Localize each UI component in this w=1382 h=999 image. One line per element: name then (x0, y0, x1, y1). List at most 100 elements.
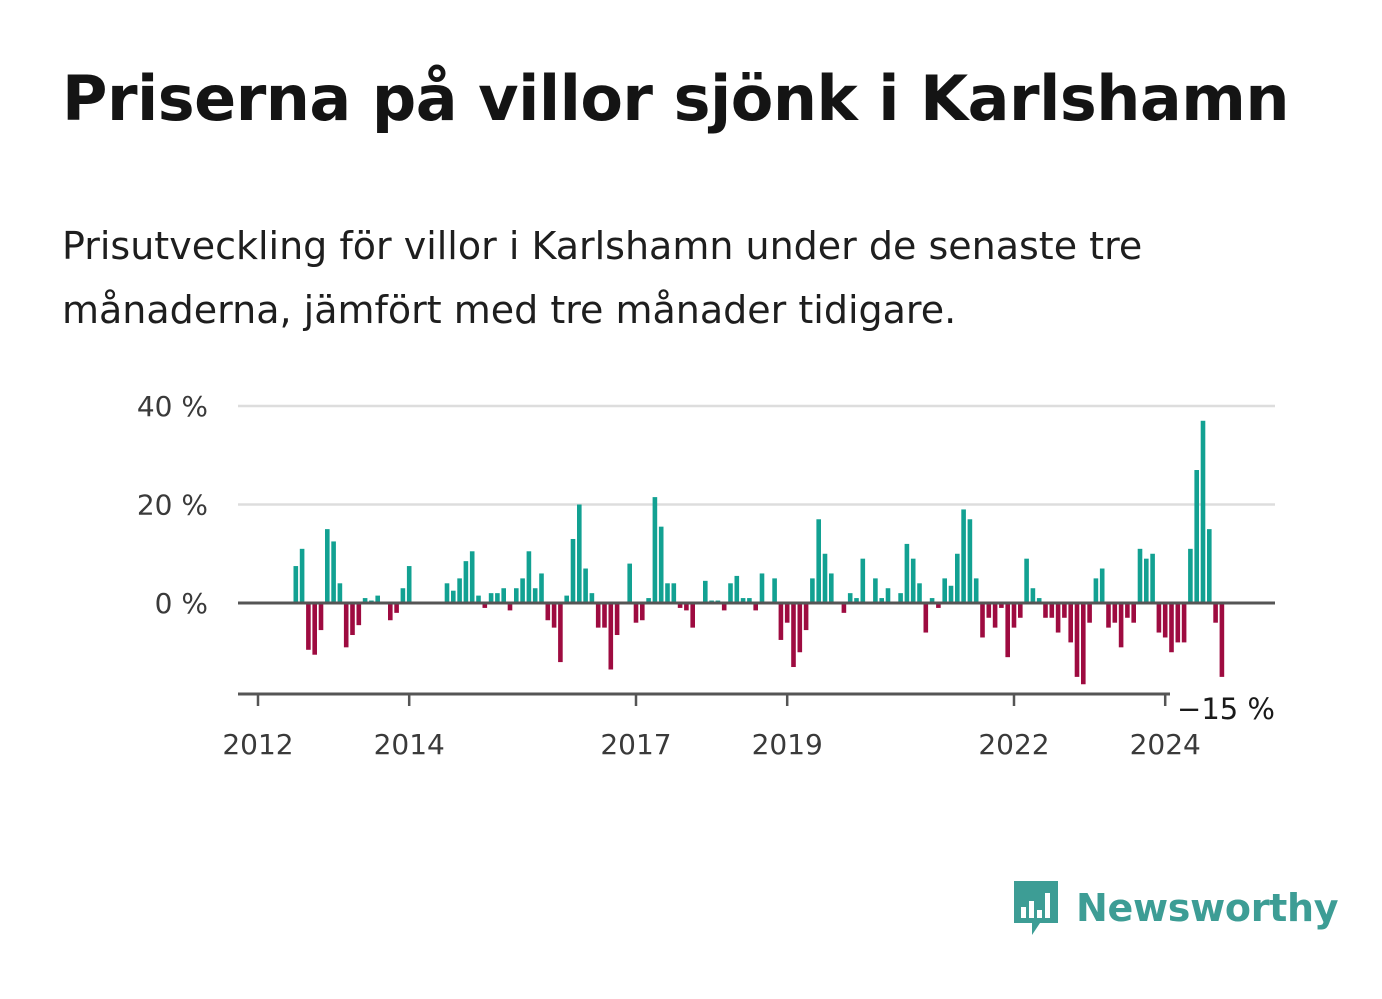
bar (671, 583, 677, 603)
bar (665, 583, 670, 603)
newsworthy-logo-icon (1014, 881, 1058, 935)
bar (1005, 603, 1010, 658)
bar (1024, 558, 1029, 603)
bar (841, 603, 847, 613)
bar (1062, 603, 1067, 618)
bar (488, 593, 494, 603)
bar (955, 553, 960, 603)
bar (595, 603, 601, 628)
bar (337, 583, 343, 603)
bar (539, 573, 544, 603)
bar (299, 548, 305, 603)
bar (469, 551, 475, 603)
bar (658, 526, 664, 603)
bar (847, 593, 853, 603)
bar (1162, 603, 1168, 638)
bar (482, 603, 488, 608)
chart-subtitle: Prisutveckling för villor i Karlshamn un… (62, 224, 1143, 332)
bar (1030, 588, 1036, 603)
bar (929, 598, 935, 603)
bar (816, 519, 821, 603)
bar (1093, 578, 1099, 604)
bar (526, 551, 532, 603)
bar (992, 603, 998, 628)
x-tick-label: 2024 (1130, 728, 1201, 761)
bar (293, 566, 299, 603)
bar (608, 603, 614, 670)
bar (1175, 603, 1181, 643)
bar (312, 603, 317, 655)
bar (356, 603, 362, 626)
bar (910, 558, 916, 603)
bar (583, 568, 588, 603)
bar (1112, 603, 1118, 623)
bar (1181, 603, 1187, 643)
bar (917, 583, 922, 603)
bar (652, 497, 658, 603)
bar (728, 583, 733, 603)
bar (375, 595, 380, 603)
bar (1081, 603, 1086, 685)
bar (451, 590, 456, 603)
bar (1036, 598, 1042, 603)
bars (293, 420, 1225, 685)
x-tick-label: 2014 (374, 728, 445, 761)
bar (570, 538, 576, 603)
bar (1131, 603, 1136, 623)
axes (238, 601, 1275, 706)
bar (936, 603, 941, 608)
bar (980, 603, 985, 638)
bar (640, 603, 645, 621)
chart-title: Priserna på villor sjönk i Karlshamn (62, 62, 1289, 135)
bar (942, 578, 947, 604)
x-tick-label: 2022 (978, 728, 1049, 761)
bar (325, 529, 330, 604)
bar (740, 598, 746, 603)
bar (1194, 470, 1199, 603)
bar (1200, 420, 1206, 603)
bar (1125, 603, 1130, 618)
bar (1074, 603, 1080, 677)
bar (362, 598, 368, 603)
bar (1018, 603, 1023, 618)
bar (514, 588, 519, 603)
bar (406, 566, 412, 603)
bar (602, 603, 607, 628)
bar (646, 598, 651, 603)
bar (1156, 603, 1162, 633)
bar (1207, 529, 1212, 604)
bar (1188, 548, 1193, 603)
bar (532, 588, 538, 603)
brand-name: Newsworthy (1076, 886, 1339, 930)
bar (1169, 603, 1174, 653)
bar (829, 573, 834, 603)
bar (1118, 603, 1124, 648)
bar (753, 603, 758, 611)
bar (614, 603, 620, 636)
bar (778, 603, 784, 640)
bar (507, 603, 513, 611)
bar (690, 603, 695, 628)
bar (973, 578, 979, 604)
bar (967, 519, 973, 603)
bar (961, 509, 966, 603)
bar (791, 603, 796, 668)
bar (759, 573, 765, 603)
bar (703, 580, 708, 603)
bar (904, 543, 910, 603)
bar (520, 578, 525, 604)
bar (627, 563, 632, 603)
bar (784, 603, 790, 623)
bar (444, 583, 450, 603)
bar (772, 578, 777, 604)
bar (633, 603, 639, 623)
bar (1099, 568, 1105, 603)
bar (860, 558, 866, 603)
bar (948, 585, 954, 603)
x-tick-label: 2012 (222, 728, 293, 761)
bar (400, 588, 406, 603)
y-tick-label: 20 % (137, 489, 208, 522)
bar (564, 595, 569, 603)
y-tick-label: 40 % (137, 390, 208, 423)
bar (1219, 603, 1225, 677)
